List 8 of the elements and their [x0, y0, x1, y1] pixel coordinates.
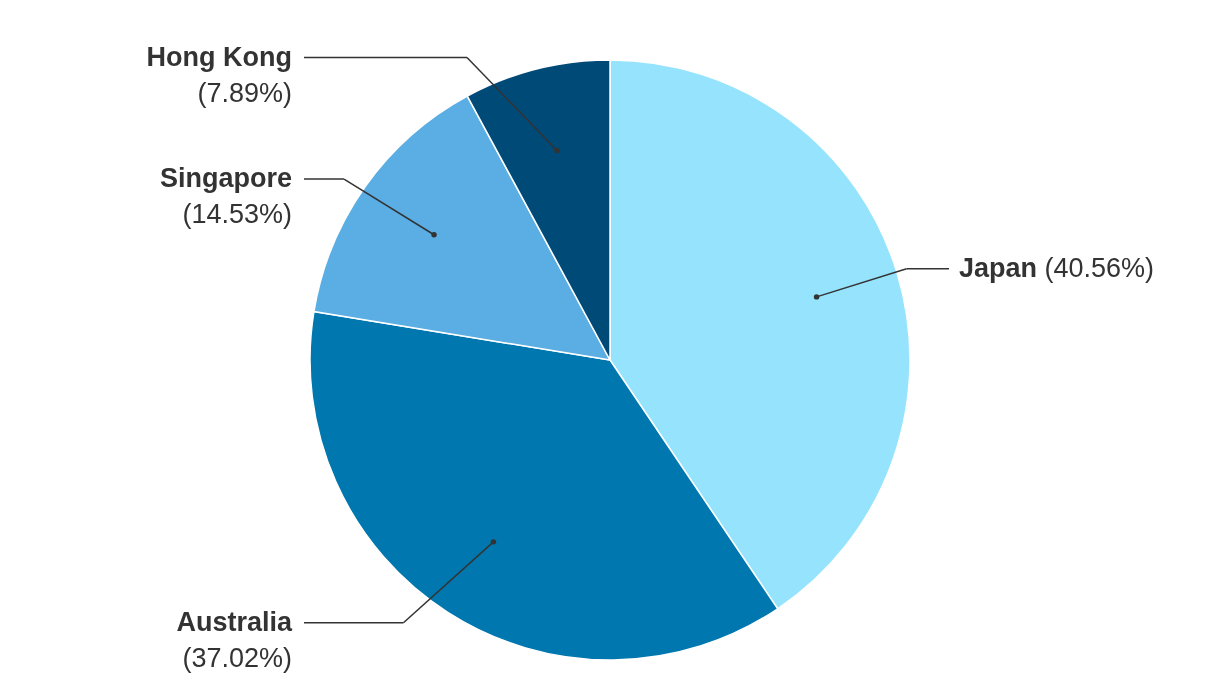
slice-label: Australia [176, 606, 293, 637]
data-label: (40.56%) [1044, 252, 1155, 283]
data-label: (7.89%) [197, 77, 292, 108]
data-label: (37.02%) [182, 642, 292, 673]
slice-label: Japan [959, 252, 1038, 283]
data-label: (14.53%) [182, 199, 292, 230]
slice-label: Hong Kong [146, 41, 292, 72]
slice-label: Singapore [159, 163, 292, 194]
